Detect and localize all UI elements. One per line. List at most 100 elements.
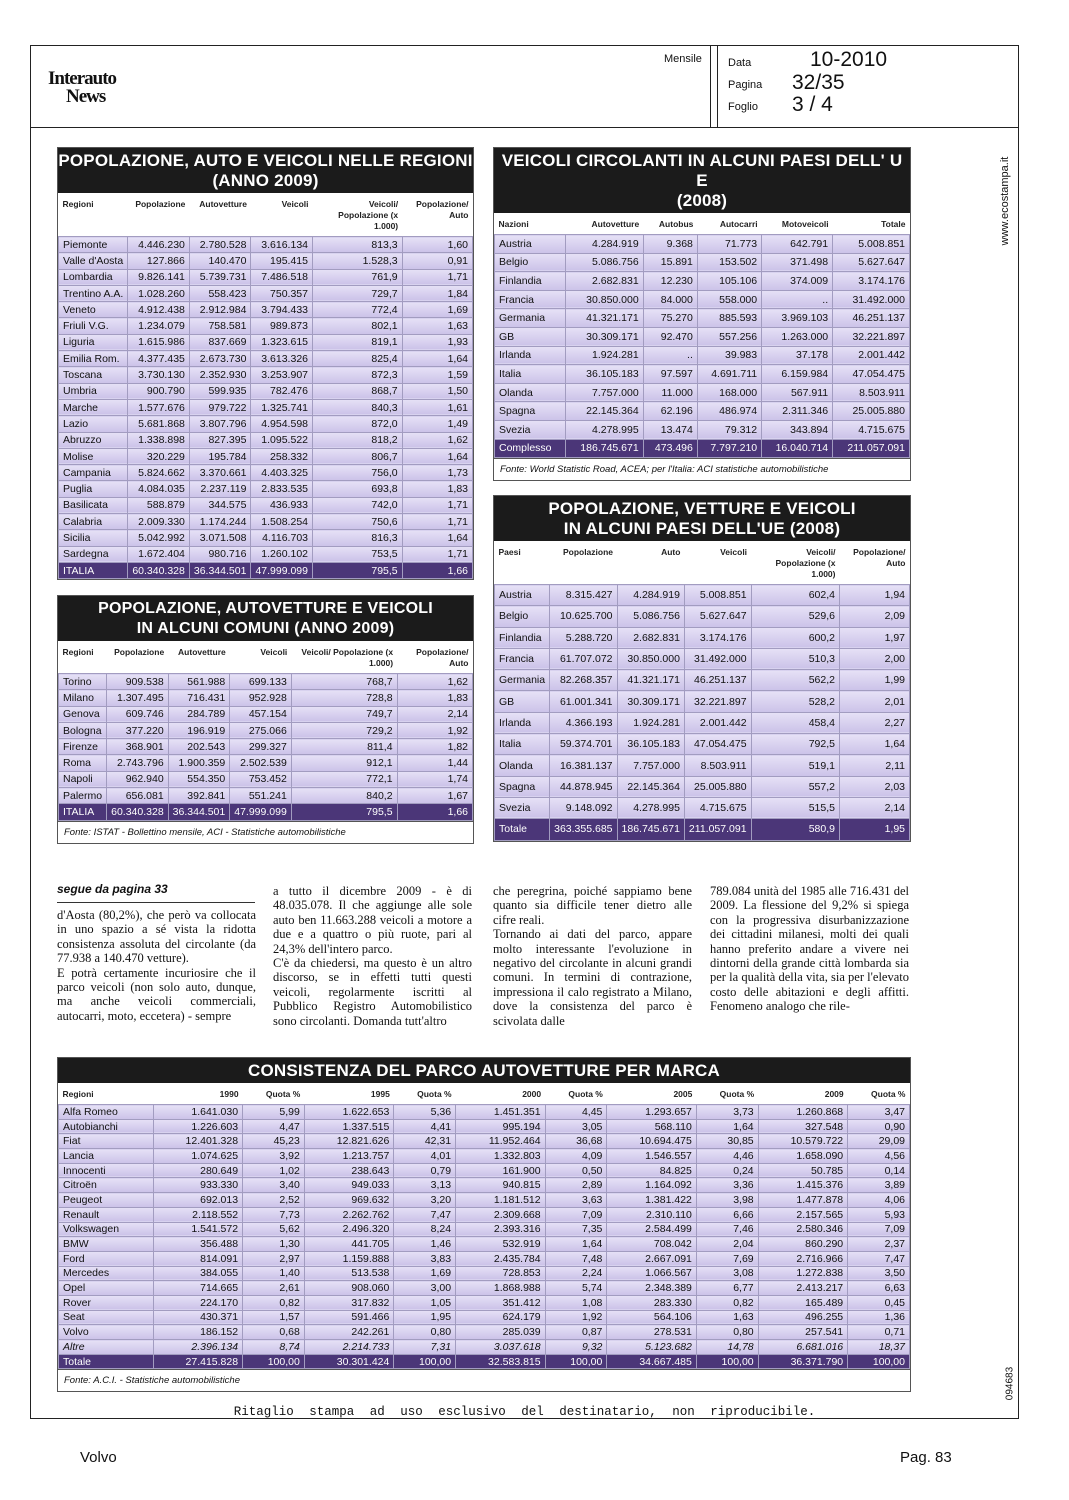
table-cell: 4.403.325 (250, 464, 313, 482)
table-cell: Complesso (494, 438, 566, 459)
table-cell: 3,36 (695, 1177, 759, 1194)
table-cell: 50.785 (757, 1162, 849, 1179)
table-cell: Lancia (58, 1148, 154, 1164)
period: Mensile (664, 53, 702, 65)
table-cell: 3,50 (847, 1265, 910, 1282)
table-cell: 909.538 (106, 672, 169, 691)
title-line: IN ALCUNI PAESI DELL'UE (2008) (563, 519, 841, 538)
table-row: Francia 30.850.000 84.000 558.000.. 31.492.0… (494, 289, 910, 310)
table-cell: 0,50 (544, 1162, 608, 1179)
table-cell: Mercedes (58, 1265, 154, 1282)
table-cell: 92.470 (642, 326, 698, 347)
table-cell: Belgio (494, 252, 566, 273)
table-row: Emilia Rom. 4.377.435 2.673.730 3.613.326 82… (57, 350, 474, 368)
table-cell: 2.009.330 (127, 513, 190, 531)
table-cell: 3.253.907 (250, 366, 313, 384)
table-cell: 4.116.703 (250, 529, 313, 547)
table-cell: 3.370.661 (188, 464, 252, 482)
table-cell: ITALIA (57, 561, 129, 580)
column-header: Popolazione/ Auto (416, 647, 469, 668)
table-cell: 564.106 (606, 1309, 697, 1326)
table-row: Napoli 962.940 554.350 753.452 772,1 1,74 (57, 770, 474, 789)
table-cell: 872,3 (312, 366, 403, 384)
table-cell: 1,63 (401, 317, 474, 335)
table-cell: 0,80 (393, 1324, 457, 1340)
table-cell: 4,46 (695, 1148, 759, 1164)
column-header: Autovetture (178, 647, 226, 657)
table-cell: 580,9 (750, 818, 841, 841)
column-header: 1990 (219, 1089, 239, 1099)
table-cell: 2.393.316 (455, 1221, 546, 1238)
table-row: Roma 2.743.796 1.900.359 2.502.539 912,1 1,44 (57, 754, 474, 772)
table-cell: 1.323.615 (250, 333, 313, 352)
table-cell: 1,30 (242, 1236, 305, 1252)
table-cell: 5.739.731 (188, 268, 252, 286)
table-cell: 3,73 (695, 1104, 759, 1120)
table-cell: Seat (58, 1309, 154, 1326)
table-cell: 1,36 (847, 1309, 910, 1326)
table-cell: 588.879 (127, 496, 190, 515)
table-row: Altre 2.396.134 8,74 2.214.733 7,31 3.037.618… (58, 1339, 910, 1355)
table-title: POPOLAZIONE, VETTURE E VEICOLI IN ALCUNI … (494, 496, 910, 541)
table-cell: 31.492.000 (832, 289, 910, 310)
table-row: Belgio 10.625.700 5.086.756 5.627.647 529,6 2… (493, 605, 910, 628)
table-cell: 2.682.831 (616, 626, 685, 649)
table-cell: 15.891 (642, 252, 698, 273)
table-cell: 1.028.260 (127, 284, 190, 303)
table-row: Toscana 3.730.130 2.352.930 3.253.907 872,3 1… (57, 366, 474, 384)
table-cell: 344.575 (188, 496, 252, 515)
table-cell: 0,90 (847, 1118, 910, 1135)
table-cell: 84.000 (642, 289, 698, 310)
table-cell: 1,63 (695, 1309, 759, 1326)
table-cell: 30.850.000 (564, 289, 644, 310)
paragraph: 789.084 unità del 1985 alle 716.431 del … (710, 884, 909, 1014)
table-cell: 351.412 (455, 1294, 546, 1311)
table-cell: 320.229 (127, 447, 190, 466)
table-row: Volkswagen 1.541.572 5,62 2.496.320 8,24 2.39… (58, 1221, 910, 1238)
table-cell: 3.616.134 (250, 235, 313, 254)
table-cell: 969.632 (303, 1192, 395, 1208)
table-cell: 980.716 (188, 545, 252, 563)
table-cell: 299.327 (229, 738, 292, 756)
table-cell: Palermo (57, 787, 108, 805)
table-cell: 885.593 (696, 308, 763, 328)
header-row: Nazioni Autovetture Autobus Autocarri Motove… (495, 213, 910, 235)
table-row: Lancia 1.074.625 3,92 1.213.757 4,01 1.332.80… (58, 1148, 910, 1164)
table-cell: 2.157.565 (757, 1206, 849, 1223)
table-cell: 908.060 (303, 1280, 395, 1296)
column-header: Popolazione/ Auto (853, 547, 906, 568)
table-cell: 1.672.404 (127, 545, 190, 563)
table-row: Puglia 4.084.035 2.237.119 2.833.535 693,8 1,… (57, 480, 474, 498)
table-cell: 2.348.389 (606, 1280, 697, 1296)
table-cell: 1.546.557 (606, 1148, 697, 1164)
table-cell: 1.338.898 (127, 431, 190, 449)
column-header: Popolazione (135, 199, 186, 209)
table-cell: Ford (58, 1250, 154, 1267)
table-cell: Piemonte (57, 235, 129, 254)
table-cell: 2.716.966 (757, 1250, 849, 1267)
table-cell: 795,5 (290, 803, 398, 821)
table-cell: Puglia (57, 480, 129, 498)
table-cell: GB (494, 326, 566, 347)
table-cell: 356.488 (152, 1236, 244, 1252)
table-cell: 3,40 (242, 1177, 305, 1194)
table-cell: 36.105.183 (564, 364, 644, 384)
table-cell: 609.746 (106, 705, 169, 723)
table-cell: 1.508.254 (250, 513, 313, 531)
table-cell: 772,1 (290, 770, 398, 789)
table-cell: 7,48 (544, 1250, 608, 1267)
table-cell: Lombardia (57, 268, 129, 286)
table-cell: 1.924.281 (564, 345, 644, 366)
table-cell: 327.548 (757, 1118, 849, 1135)
table-cell: 1,50 (401, 382, 474, 400)
table-cell: 8.503.911 (683, 754, 752, 777)
table-cell: 562,2 (750, 669, 841, 692)
table-cell: 1,71 (401, 268, 474, 286)
table-cell: 4.377.435 (127, 350, 190, 368)
table-cell: Torino (57, 672, 108, 691)
title-line: VEICOLI CIRCOLANTI IN ALCUNI PAESI DELL'… (501, 151, 903, 190)
table-cell: 4.691.711 (696, 364, 763, 384)
table-cell: 868,7 (312, 382, 403, 400)
table-cell: 2,37 (847, 1236, 910, 1252)
header-row: Paesi Popolazione Auto Veicoli Veicoli/ Popo… (495, 541, 910, 585)
